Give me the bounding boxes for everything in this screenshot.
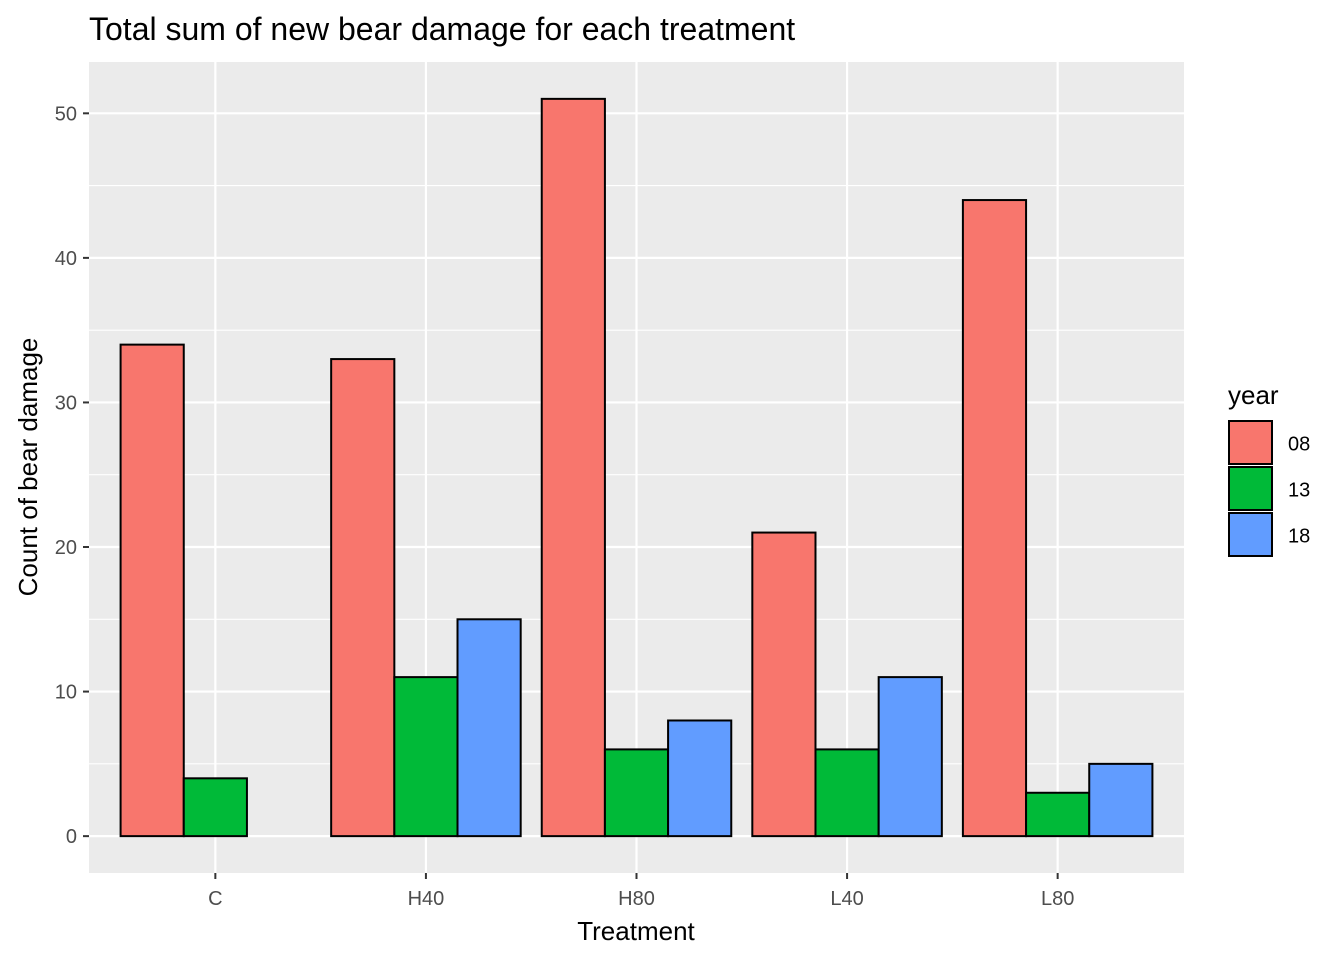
y-axis-title: Count of bear damage: [13, 338, 43, 597]
bar-L40-08: [751, 531, 817, 838]
bar-L80-08: [961, 199, 1028, 838]
bar-L80-18: [1088, 762, 1154, 838]
legend-title: year: [1228, 380, 1279, 410]
x-tick-label: L80: [1041, 888, 1074, 910]
bar-L40-13: [814, 748, 880, 838]
bar-H80-08: [540, 97, 606, 838]
y-tick-label: 50: [55, 103, 77, 125]
bars: [119, 97, 1154, 838]
y-tick-label: 30: [55, 392, 77, 414]
x-tick-label: H80: [618, 888, 655, 910]
legend-label: 08: [1288, 434, 1310, 456]
y-tick-label: 40: [55, 248, 77, 270]
bar-L40-18: [877, 676, 943, 838]
bar-H80-13: [603, 748, 670, 838]
bar-L80-13: [1025, 791, 1091, 838]
bar-C-13: [182, 777, 248, 838]
bar-H40-08: [330, 358, 396, 838]
bar-H40-13: [393, 676, 459, 838]
legend-key-08: [1228, 420, 1273, 465]
y-axis: 0 10 20 30 40 50: [55, 103, 89, 848]
x-axis: C H40 H80 L40 L80: [208, 873, 1074, 910]
x-tick-label: H40: [408, 888, 445, 910]
bar-H40-18: [456, 618, 522, 838]
x-tick-label: L40: [830, 888, 863, 910]
legend-key-18: [1228, 512, 1273, 557]
x-tick-label: C: [208, 888, 222, 910]
legend: year 08 13 18: [1228, 380, 1310, 557]
legend-key-13: [1228, 466, 1273, 511]
chart-title: Total sum of new bear damage for each tr…: [89, 11, 795, 47]
y-tick-label: 20: [55, 537, 77, 559]
x-axis-title: Treatment: [577, 916, 695, 946]
legend-label: 18: [1288, 526, 1310, 548]
legend-label: 13: [1288, 480, 1310, 502]
y-tick-label: 0: [66, 826, 77, 848]
y-tick-label: 10: [55, 682, 77, 704]
bar-C-08: [119, 343, 185, 838]
bar-H80-18: [667, 719, 733, 838]
